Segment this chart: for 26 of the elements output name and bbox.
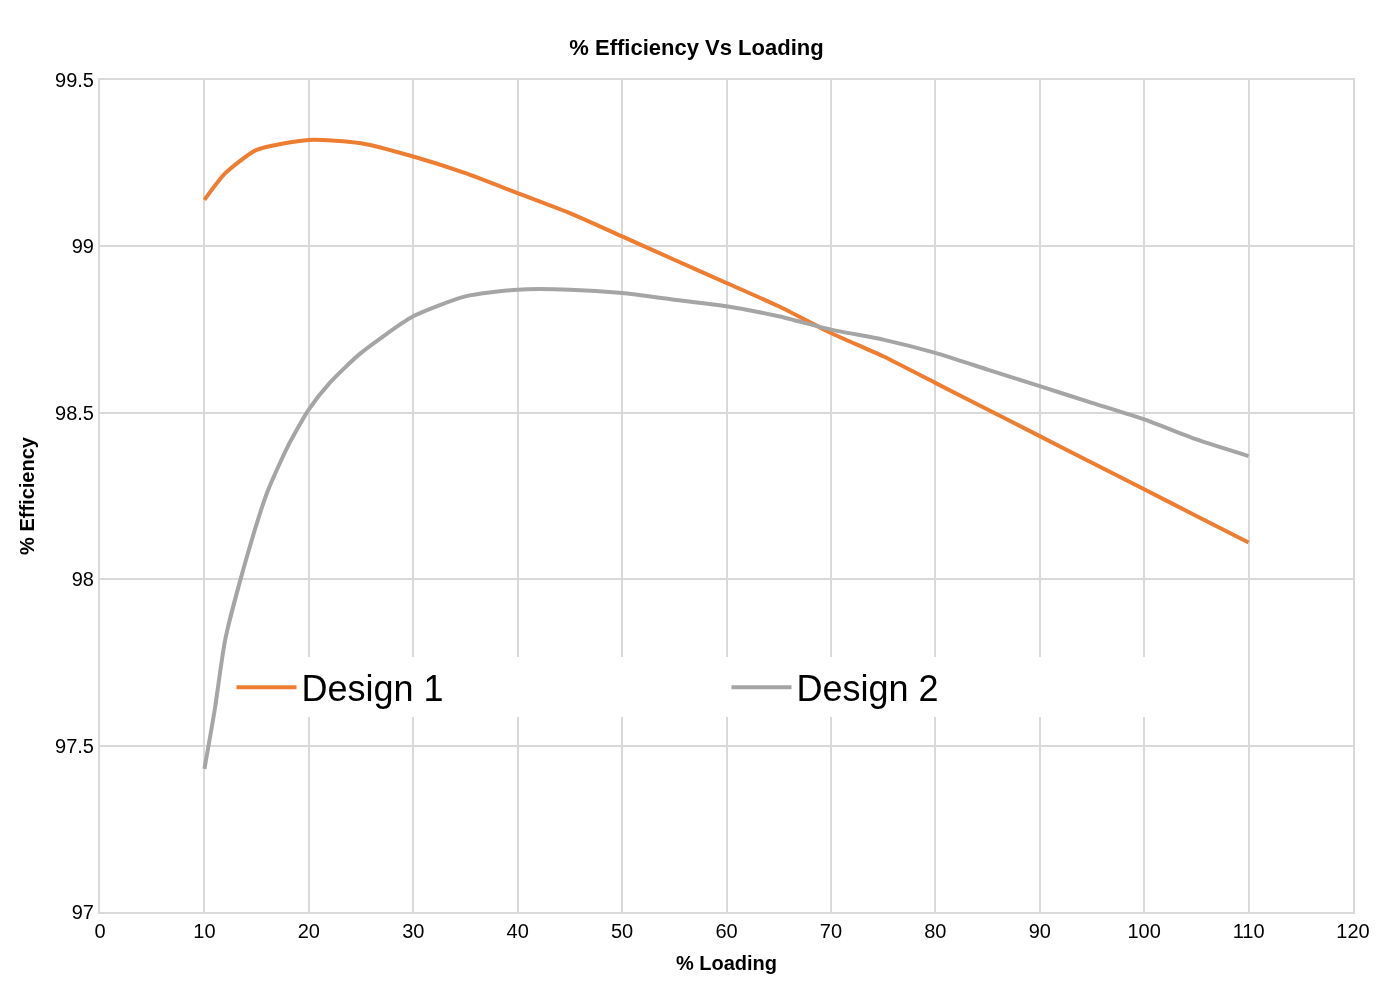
x-tick-label: 20	[297, 920, 320, 942]
legend-label: Design 2	[796, 668, 939, 710]
y-tick-label: 99.5	[55, 69, 94, 91]
chart-title: % Efficiency Vs Loading	[569, 35, 824, 61]
x-axis-title: % Loading	[675, 952, 778, 974]
line-series	[202, 287, 1251, 771]
y-tick-label: 97	[71, 901, 94, 923]
x-tick-label: 110	[1232, 920, 1265, 942]
line-series	[202, 137, 1251, 545]
x-tick-label: 120	[1336, 920, 1370, 942]
x-tick-label: 40	[506, 920, 529, 942]
x-tick-label: 0	[94, 920, 106, 942]
y-axis-title: % Efficiency	[16, 436, 39, 555]
x-tick-label: 90	[1028, 920, 1051, 942]
x-tick-label: 100	[1127, 920, 1161, 942]
y-tick-label: 99	[71, 235, 94, 258]
x-tick-label: 60	[715, 920, 738, 942]
y-tick-label: 98	[71, 568, 94, 591]
x-tick-label: 70	[819, 920, 843, 942]
legend-label: Design 1	[301, 668, 444, 710]
x-tick-label: 50	[610, 920, 634, 942]
x-tick-label: 30	[402, 920, 425, 942]
y-tick-label: 97.5	[55, 734, 94, 757]
y-tick-label: 98.5	[55, 401, 94, 424]
x-tick-label: 80	[924, 920, 947, 942]
x-tick-label: 10	[193, 920, 216, 942]
